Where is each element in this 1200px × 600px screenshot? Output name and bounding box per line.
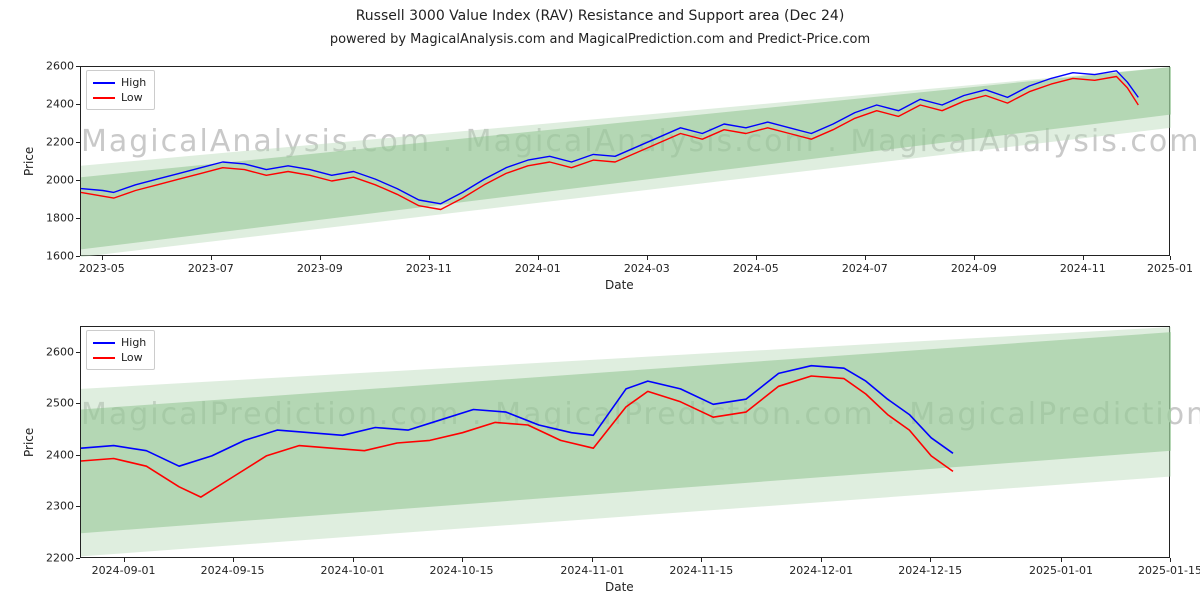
x-tick-label: 2025-01-15	[1138, 564, 1200, 577]
x-tick-mark	[821, 558, 822, 562]
x-tick-mark	[353, 558, 354, 562]
legend-label: High	[121, 75, 146, 90]
x-tick-mark	[124, 558, 125, 562]
legend-item: High	[93, 335, 146, 350]
x-tick-label: 2024-11-15	[669, 564, 733, 577]
x-tick-mark	[233, 558, 234, 562]
x-tick-label: 2024-09-01	[92, 564, 156, 577]
x-tick-mark	[930, 558, 931, 562]
plot-area: MagicalPrediction.com . MagicalPredictio…	[80, 326, 1170, 558]
x-tick-mark	[1170, 558, 1171, 562]
chart-figure: Russell 3000 Value Index (RAV) Resistanc…	[0, 0, 1200, 600]
y-tick-mark	[76, 403, 80, 404]
x-tick-label: 2024-09-15	[201, 564, 265, 577]
chart-svg	[81, 327, 1171, 559]
y-axis-label: Price	[22, 428, 36, 457]
y-tick-mark	[76, 506, 80, 507]
y-tick-label: 2500	[26, 397, 74, 410]
x-tick-label: 2024-12-15	[898, 564, 962, 577]
x-tick-label: 2025-01-01	[1029, 564, 1093, 577]
legend-item: High	[93, 75, 146, 90]
x-tick-label: 2024-11-01	[560, 564, 624, 577]
y-tick-label: 2300	[26, 500, 74, 513]
x-tick-mark	[1061, 558, 1062, 562]
y-tick-mark	[76, 558, 80, 559]
legend-swatch	[93, 82, 115, 84]
legend-swatch	[93, 357, 115, 359]
legend-item: Low	[93, 90, 146, 105]
x-axis-label: Date	[605, 580, 634, 594]
bottom-panel: MagicalPrediction.com . MagicalPredictio…	[0, 0, 1200, 600]
y-tick-label: 2600	[26, 345, 74, 358]
x-tick-label: 2024-12-01	[789, 564, 853, 577]
legend-swatch	[93, 97, 115, 99]
y-tick-mark	[76, 352, 80, 353]
x-tick-label: 2024-10-15	[430, 564, 494, 577]
legend-label: High	[121, 335, 146, 350]
y-tick-label: 2200	[26, 552, 74, 565]
legend-box: HighLow	[86, 70, 155, 110]
x-tick-label: 2024-10-01	[321, 564, 385, 577]
x-tick-mark	[701, 558, 702, 562]
y-tick-mark	[76, 455, 80, 456]
legend-label: Low	[121, 350, 143, 365]
legend-item: Low	[93, 350, 146, 365]
legend-label: Low	[121, 90, 143, 105]
x-tick-mark	[462, 558, 463, 562]
x-tick-mark	[592, 558, 593, 562]
legend-box: HighLow	[86, 330, 155, 370]
legend-swatch	[93, 342, 115, 344]
